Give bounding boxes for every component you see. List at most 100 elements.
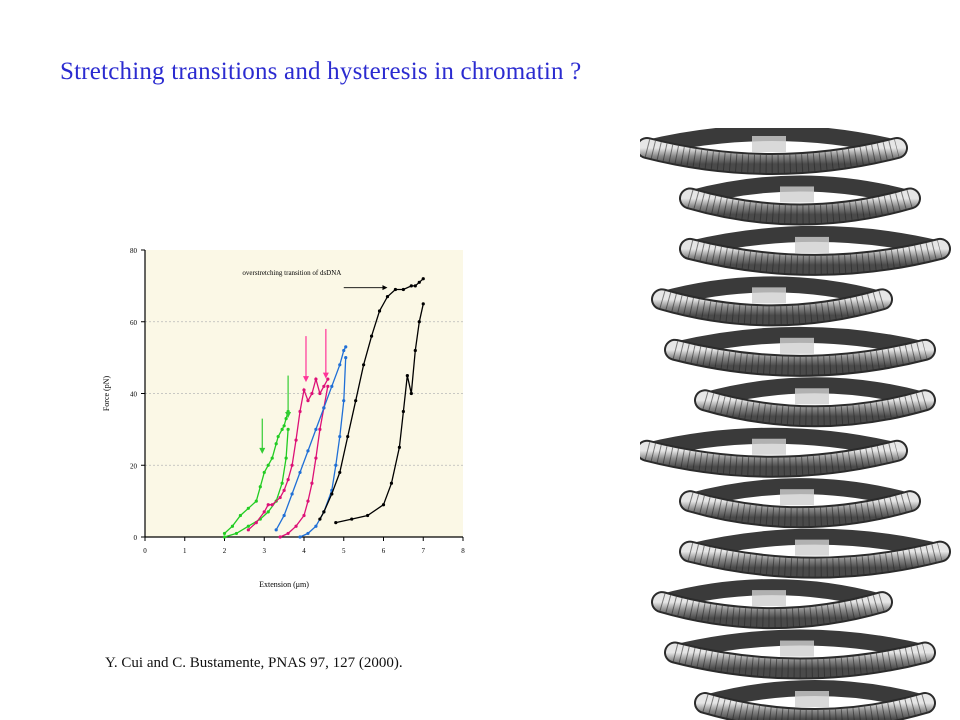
fiber-mesh	[672, 643, 928, 678]
data-point	[401, 287, 405, 292]
x-tick-label: 5	[342, 547, 346, 555]
x-tick-label: 3	[263, 547, 267, 555]
data-point	[354, 399, 358, 403]
data-point	[230, 524, 235, 528]
data-point	[298, 409, 302, 414]
data-point	[290, 492, 294, 496]
data-point	[222, 531, 227, 536]
data-point	[362, 363, 366, 367]
data-point	[344, 345, 348, 349]
data-point	[258, 485, 262, 489]
data-point	[314, 456, 318, 460]
x-tick-label: 2	[223, 547, 227, 555]
data-point	[246, 524, 250, 528]
y-tick-label: 40	[130, 391, 138, 399]
nucleosome-patch	[780, 186, 814, 203]
slide-title: Stretching transitions and hysteresis in…	[60, 58, 582, 85]
data-point	[334, 463, 338, 467]
marker-arrowhead	[302, 376, 309, 383]
y-tick-label: 60	[130, 319, 138, 327]
annotation-label: overstretching transition of dsDNA	[242, 269, 341, 277]
citation: Y. Cui and C. Bustamente, PNAS 97, 127 (…	[105, 655, 403, 671]
data-point	[306, 531, 310, 536]
fiber-back-segment	[682, 528, 948, 560]
data-point	[417, 320, 421, 324]
x-tick-label: 6	[382, 547, 386, 555]
data-point	[286, 478, 290, 482]
data-point	[338, 363, 342, 367]
nucleosome-patch	[795, 388, 829, 405]
data-point	[298, 470, 302, 475]
data-point	[342, 399, 346, 403]
data-point	[322, 406, 326, 410]
plot-area	[145, 250, 463, 537]
fiber-segment	[696, 694, 934, 720]
data-point	[298, 535, 302, 539]
data-point	[234, 531, 239, 536]
fiber-mesh	[644, 139, 900, 173]
nucleosome-patch	[780, 337, 814, 354]
data-point	[342, 348, 346, 353]
data-point	[274, 442, 278, 446]
data-point	[306, 449, 310, 453]
data-point	[346, 434, 350, 439]
data-point	[381, 503, 386, 507]
data-point	[266, 463, 270, 467]
data-point	[282, 488, 286, 492]
fiber-back-segment	[682, 175, 918, 207]
data-point	[389, 481, 394, 485]
nucleosome-patch	[752, 136, 786, 152]
data-point	[270, 456, 274, 460]
data-point	[286, 427, 290, 431]
y-tick-label: 20	[130, 462, 138, 470]
fiber-segment	[696, 391, 934, 426]
y-tick-label: 80	[130, 247, 138, 255]
data-point	[338, 470, 342, 475]
nucleosome-patch	[795, 691, 829, 707]
marker-arrowhead	[259, 447, 266, 454]
fiber-back-segment	[654, 579, 890, 611]
data-point	[344, 356, 348, 360]
series-line-8	[335, 303, 424, 524]
data-point	[294, 524, 298, 528]
data-point	[393, 287, 398, 292]
data-point	[405, 373, 409, 378]
data-point	[290, 463, 294, 467]
nucleosome-patch	[780, 489, 814, 506]
data-point	[413, 348, 417, 353]
x-axis-label: Extension (μm)	[259, 580, 309, 589]
marker-arrowhead	[285, 412, 292, 419]
chromatin-fiber-image	[640, 128, 951, 720]
data-point	[266, 503, 270, 507]
data-point	[246, 506, 250, 510]
fiber-back-segment	[697, 680, 933, 711]
data-point	[302, 513, 306, 518]
fiber-segment	[681, 189, 919, 224]
series-line-7	[319, 278, 424, 520]
data-point	[278, 535, 282, 539]
data-point	[246, 528, 250, 532]
x-tick-label: 1	[183, 547, 187, 555]
data-point	[222, 535, 227, 539]
fiber-segment	[653, 593, 891, 628]
nucleosome-patch	[795, 236, 829, 253]
data-point	[326, 377, 330, 381]
data-point	[282, 513, 286, 518]
nucleosome-patch	[752, 287, 786, 304]
data-point	[306, 399, 310, 403]
data-point	[280, 427, 284, 431]
data-point	[278, 495, 282, 500]
data-point	[397, 445, 401, 449]
data-point	[350, 517, 354, 521]
x-tick-label: 0	[143, 547, 147, 555]
data-point	[310, 391, 314, 396]
data-point	[284, 417, 288, 421]
data-point	[385, 295, 390, 299]
fiber-mesh	[687, 240, 943, 274]
data-point	[409, 284, 413, 288]
nucleosome-patch	[752, 590, 786, 607]
data-point	[338, 434, 342, 439]
x-tick-label: 4	[302, 547, 306, 555]
data-point	[326, 384, 330, 388]
data-point	[302, 388, 306, 392]
